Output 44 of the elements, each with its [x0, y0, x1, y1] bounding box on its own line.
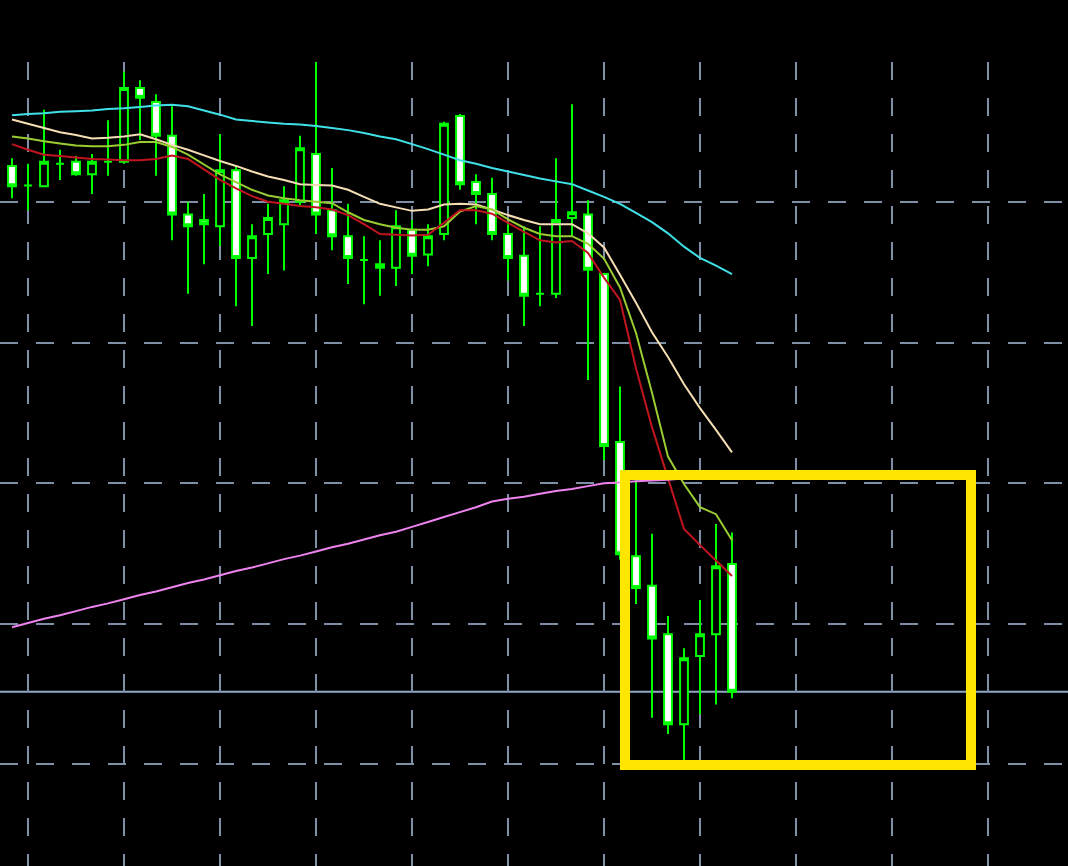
- candlestick: [583, 199, 593, 382]
- candlestick: [247, 223, 257, 328]
- candlestick: [231, 164, 241, 308]
- candlestick: [151, 93, 161, 177]
- candlestick: [7, 157, 17, 200]
- candlestick: [39, 108, 49, 188]
- candlestick: [135, 79, 145, 141]
- candlestick: [439, 120, 449, 242]
- candlestick: [535, 225, 545, 308]
- candlestick: [359, 235, 369, 306]
- candlestick: [423, 223, 433, 268]
- candlestick: [71, 155, 81, 177]
- candlestick: [87, 152, 97, 196]
- candlestick: [295, 134, 305, 207]
- candlestick: [551, 157, 561, 299]
- candlestick: [567, 103, 577, 238]
- candlestick: [183, 200, 193, 295]
- candlestick: [647, 532, 657, 719]
- candlestick: [455, 112, 465, 191]
- candlestick: [711, 523, 721, 706]
- candlestick: [311, 62, 321, 236]
- candlestick: [663, 615, 673, 735]
- candlestick: [55, 148, 65, 181]
- candlestick: [327, 167, 337, 252]
- candlestick: [375, 239, 385, 297]
- candlestick: [103, 119, 113, 177]
- candlestick: [119, 70, 129, 165]
- candlestick: [215, 133, 225, 247]
- candlestick: [407, 219, 417, 276]
- candlestick: [263, 202, 273, 276]
- candlestick: [503, 223, 513, 282]
- candlestick: [679, 647, 689, 766]
- candlestick: [599, 273, 609, 462]
- candlestick: [519, 225, 529, 328]
- candlestick: [199, 193, 209, 266]
- candlestick: [391, 209, 401, 287]
- candlestick: [343, 202, 353, 285]
- candlestick: [279, 185, 289, 272]
- candlestick: [23, 162, 33, 212]
- candlestick: [167, 105, 177, 242]
- candlestick: [695, 598, 705, 716]
- candlestick: [487, 176, 497, 242]
- candlestick: [727, 531, 737, 700]
- candlestick: [471, 173, 481, 226]
